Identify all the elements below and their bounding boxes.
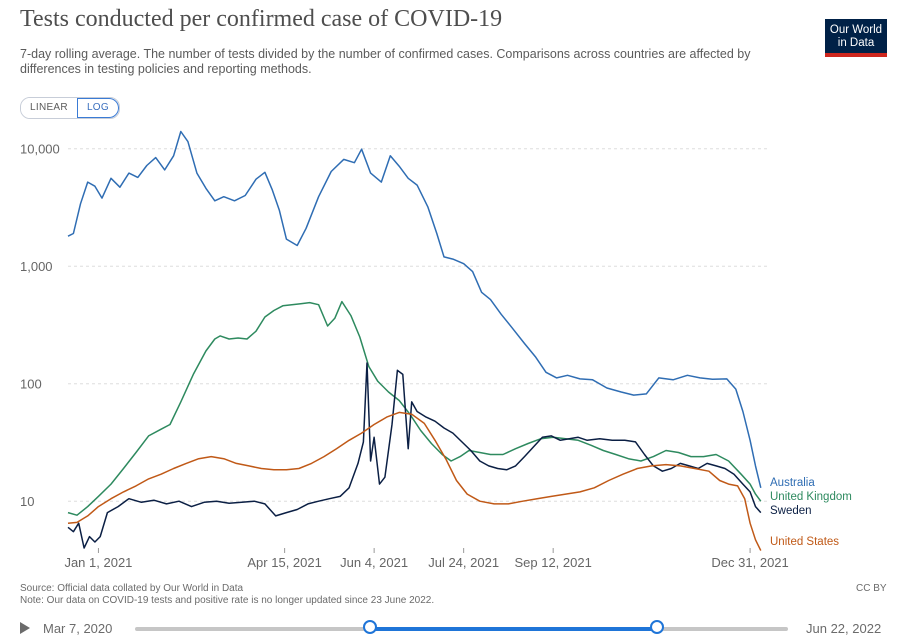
series-lines (67, 130, 762, 551)
y-tick-label: 100 (20, 377, 42, 392)
grid-lines (68, 148, 768, 502)
series-labels: Australia United Kingdom Sweden United Stat… (770, 477, 852, 548)
x-tick-label: Jun 4, 2021 (340, 555, 408, 570)
series-line-sweden (67, 362, 762, 549)
owid-logo[interactable]: Our World in Data (825, 19, 887, 57)
source-text: Source: Official data collated by Our Wo… (20, 583, 244, 594)
timeline-end-label: Jun 22, 2022 (806, 621, 882, 636)
timeline-start-handle[interactable] (363, 620, 378, 634)
timeline: Mar 7, 2020 Jun 22, 2022 (0, 614, 908, 644)
note-text: Note: Our data on COVID-19 tests and pos… (20, 595, 435, 606)
x-tick-label: Jan 1, 2021 (64, 555, 132, 570)
chart-subtitle: 7-day rolling average. The number of tes… (20, 47, 751, 76)
series-line-united-kingdom (67, 300, 762, 516)
series-label-sweden: Sweden (770, 505, 812, 517)
timeline-end-handle[interactable] (650, 620, 665, 634)
timeline-selected-range (370, 627, 658, 631)
logo-line-2: in Data (837, 37, 875, 49)
x-tick-label: Apr 15, 2021 (247, 555, 321, 570)
line-chart: 10 100 1,000 10,000 Jan 1, 2021 Apr 15, 2021… (20, 130, 852, 570)
series-line-united-states (67, 411, 762, 551)
log-scale-button[interactable]: LOG (76, 98, 119, 118)
series-label-united-kingdom: United Kingdom (770, 491, 852, 503)
logo-line-1: Our World (829, 24, 883, 36)
y-tick-label: 10 (20, 494, 34, 509)
x-tick-label: Dec 31, 2021 (711, 555, 788, 570)
series-label-australia: Australia (770, 477, 815, 489)
y-tick-label: 10,000 (20, 142, 60, 157)
series-label-united-states: United States (770, 536, 839, 548)
scale-toggle: LINEAR LOG (20, 97, 120, 119)
chart-footer: Source: Official data collated by Our Wo… (20, 583, 434, 607)
chart-title: Tests conducted per confirmed case of CO… (20, 6, 503, 32)
x-tick-label: Sep 12, 2021 (514, 555, 591, 570)
play-icon[interactable] (20, 622, 30, 634)
x-tick-label: Jul 24, 2021 (428, 555, 499, 570)
license-link[interactable]: CC BY (856, 583, 887, 594)
series-line-australia (67, 130, 762, 488)
x-axis-ticks: Jan 1, 2021 Apr 15, 2021 Jun 4, 2021 Jul 24… (64, 548, 789, 570)
timeline-start-label: Mar 7, 2020 (43, 621, 113, 636)
y-tick-label: 1,000 (20, 259, 53, 274)
linear-scale-button[interactable]: LINEAR (21, 98, 77, 118)
y-axis-ticks: 10 100 1,000 10,000 (20, 142, 60, 510)
